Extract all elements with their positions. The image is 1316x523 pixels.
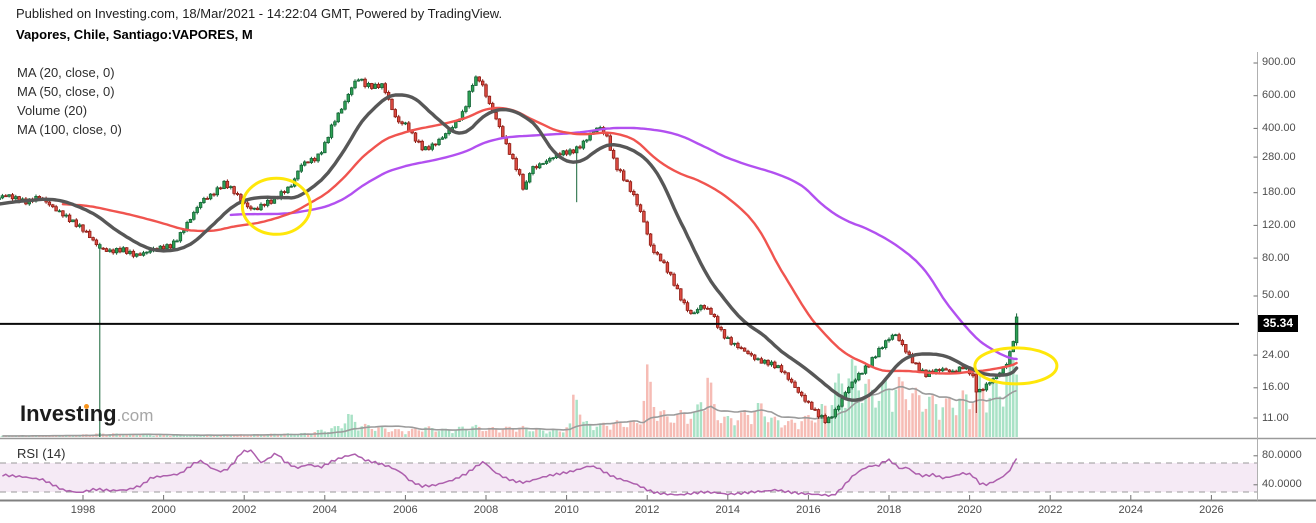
price-tick-label: 11.00 (1262, 411, 1289, 424)
year-tick-label: 2012 (634, 504, 660, 516)
price-tick-label: 50.00 (1262, 289, 1290, 302)
price-tick-label: 280.00 (1262, 150, 1296, 163)
brand-orange-dot-icon (84, 404, 89, 409)
moving-average-layer (0, 93, 1019, 402)
price-tick-label: 400.00 (1262, 121, 1296, 134)
price-tick-label: 24.00 (1262, 348, 1290, 361)
year-tick-label: 2018 (876, 504, 902, 516)
year-tick-label: 2016 (796, 504, 821, 516)
investing-brand-text: Investing (20, 401, 117, 426)
price-tick-label: 600.00 (1262, 89, 1296, 102)
legend-item: MA (20, close, 0) (17, 65, 115, 80)
rsi-tick-label: 40.0000 (1262, 478, 1302, 491)
legend-item: MA (100, close, 0) (17, 122, 122, 137)
year-tick-label: 2006 (393, 504, 418, 516)
price-tick-label: 80.00 (1262, 251, 1290, 264)
rsi-layer (0, 449, 1257, 497)
investing-watermark: Investing.com (20, 401, 153, 427)
year-tick-label: 2002 (231, 504, 257, 516)
price-tick-label: 900.00 (1262, 56, 1296, 69)
legend-item: Volume (20) (17, 103, 88, 118)
symbol-title: Vapores, Chile, Santiago:VAPORES, M (16, 27, 253, 42)
candlestick-layer (0, 75, 1019, 437)
investing-suffix-text: .com (116, 406, 154, 425)
horizontal-line-price-badge: 35.34 (1258, 315, 1298, 333)
year-tick-label: 2026 (1199, 504, 1224, 516)
axes-layer (0, 52, 1316, 502)
legend-item: MA (50, close, 0) (17, 84, 115, 99)
year-tick-label: 1998 (70, 504, 96, 516)
price-tick-label: 180.00 (1262, 186, 1296, 199)
rsi-tick-label: 80.0000 (1262, 449, 1302, 462)
year-tick-label: 2014 (715, 504, 741, 516)
year-tick-label: 2000 (151, 504, 176, 516)
rsi-pane-label: RSI (14) (17, 446, 66, 461)
price-tick-label: 120.00 (1262, 218, 1296, 231)
year-tick-label: 2008 (473, 504, 499, 516)
year-tick-label: 2022 (1037, 504, 1063, 516)
price-tick-label: 16.00 (1262, 381, 1290, 394)
year-tick-label: 2020 (957, 504, 982, 516)
year-tick-label: 2004 (312, 504, 338, 516)
published-line: Published on Investing.com, 18/Mar/2021 … (16, 6, 503, 21)
year-tick-label: 2010 (554, 504, 579, 516)
annotations-layer (0, 176, 1239, 386)
year-tick-label: 2024 (1118, 504, 1144, 516)
indicator-legend: MA (20, close, 0) MA (50, close, 0) Volume… (17, 63, 122, 139)
